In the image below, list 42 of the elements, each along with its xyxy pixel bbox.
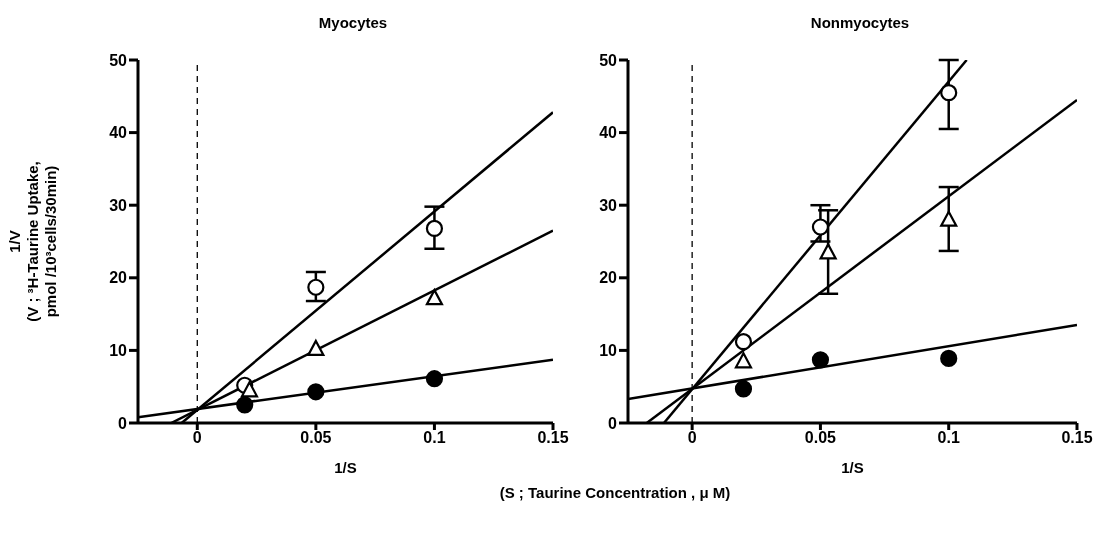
y-tick-label: 30 <box>599 196 618 214</box>
point <box>240 381 259 398</box>
x-tick-label: 0.05 <box>300 429 332 447</box>
point <box>819 243 837 260</box>
y-tick-label: 0 <box>608 414 618 432</box>
y-tick-label: 0 <box>118 414 128 432</box>
y-tick-label: 40 <box>109 124 128 142</box>
point <box>425 289 444 306</box>
x-tick-label: 0.15 <box>537 429 569 447</box>
point <box>307 278 325 296</box>
point <box>811 351 830 369</box>
point <box>425 370 444 388</box>
y-tick-label: 20 <box>109 269 128 287</box>
x-axis-title: 1/S <box>334 459 357 476</box>
x-tick-label: 0.1 <box>937 429 960 447</box>
point <box>734 333 753 351</box>
y-tick-label: 30 <box>109 196 128 214</box>
y-tick-label: 50 <box>599 51 618 69</box>
point <box>940 349 958 367</box>
x-tick-label: 0 <box>687 429 697 447</box>
x-tick-label: 0.1 <box>423 429 446 447</box>
x-tick-label: 0.05 <box>804 429 837 447</box>
point <box>307 339 325 357</box>
y-tick-label: 40 <box>599 124 618 142</box>
point <box>425 219 444 238</box>
y-tick-label: 10 <box>109 342 128 360</box>
y-tick-label: 50 <box>109 51 128 69</box>
y-tick-label: 20 <box>599 269 618 287</box>
point <box>734 352 753 369</box>
y-tick-label: 10 <box>599 342 618 360</box>
y-axis-title: 1/V (V ; ³H-Taurine Uptake, pmol /10³cells/30min) <box>6 161 59 322</box>
point <box>734 380 753 398</box>
point <box>940 84 958 102</box>
chart-title: Nonmyocytes <box>809 13 911 33</box>
x-tick-label: 0.15 <box>1061 429 1093 447</box>
point <box>236 396 254 414</box>
point <box>307 383 325 401</box>
chart-title: Myocytes <box>317 13 389 33</box>
x-tick-label: 0 <box>192 429 202 447</box>
x-axis-title: 1/S <box>841 459 864 476</box>
text: (S ; Taurine Concentration , μ M) <box>498 484 732 501</box>
point <box>940 210 958 227</box>
